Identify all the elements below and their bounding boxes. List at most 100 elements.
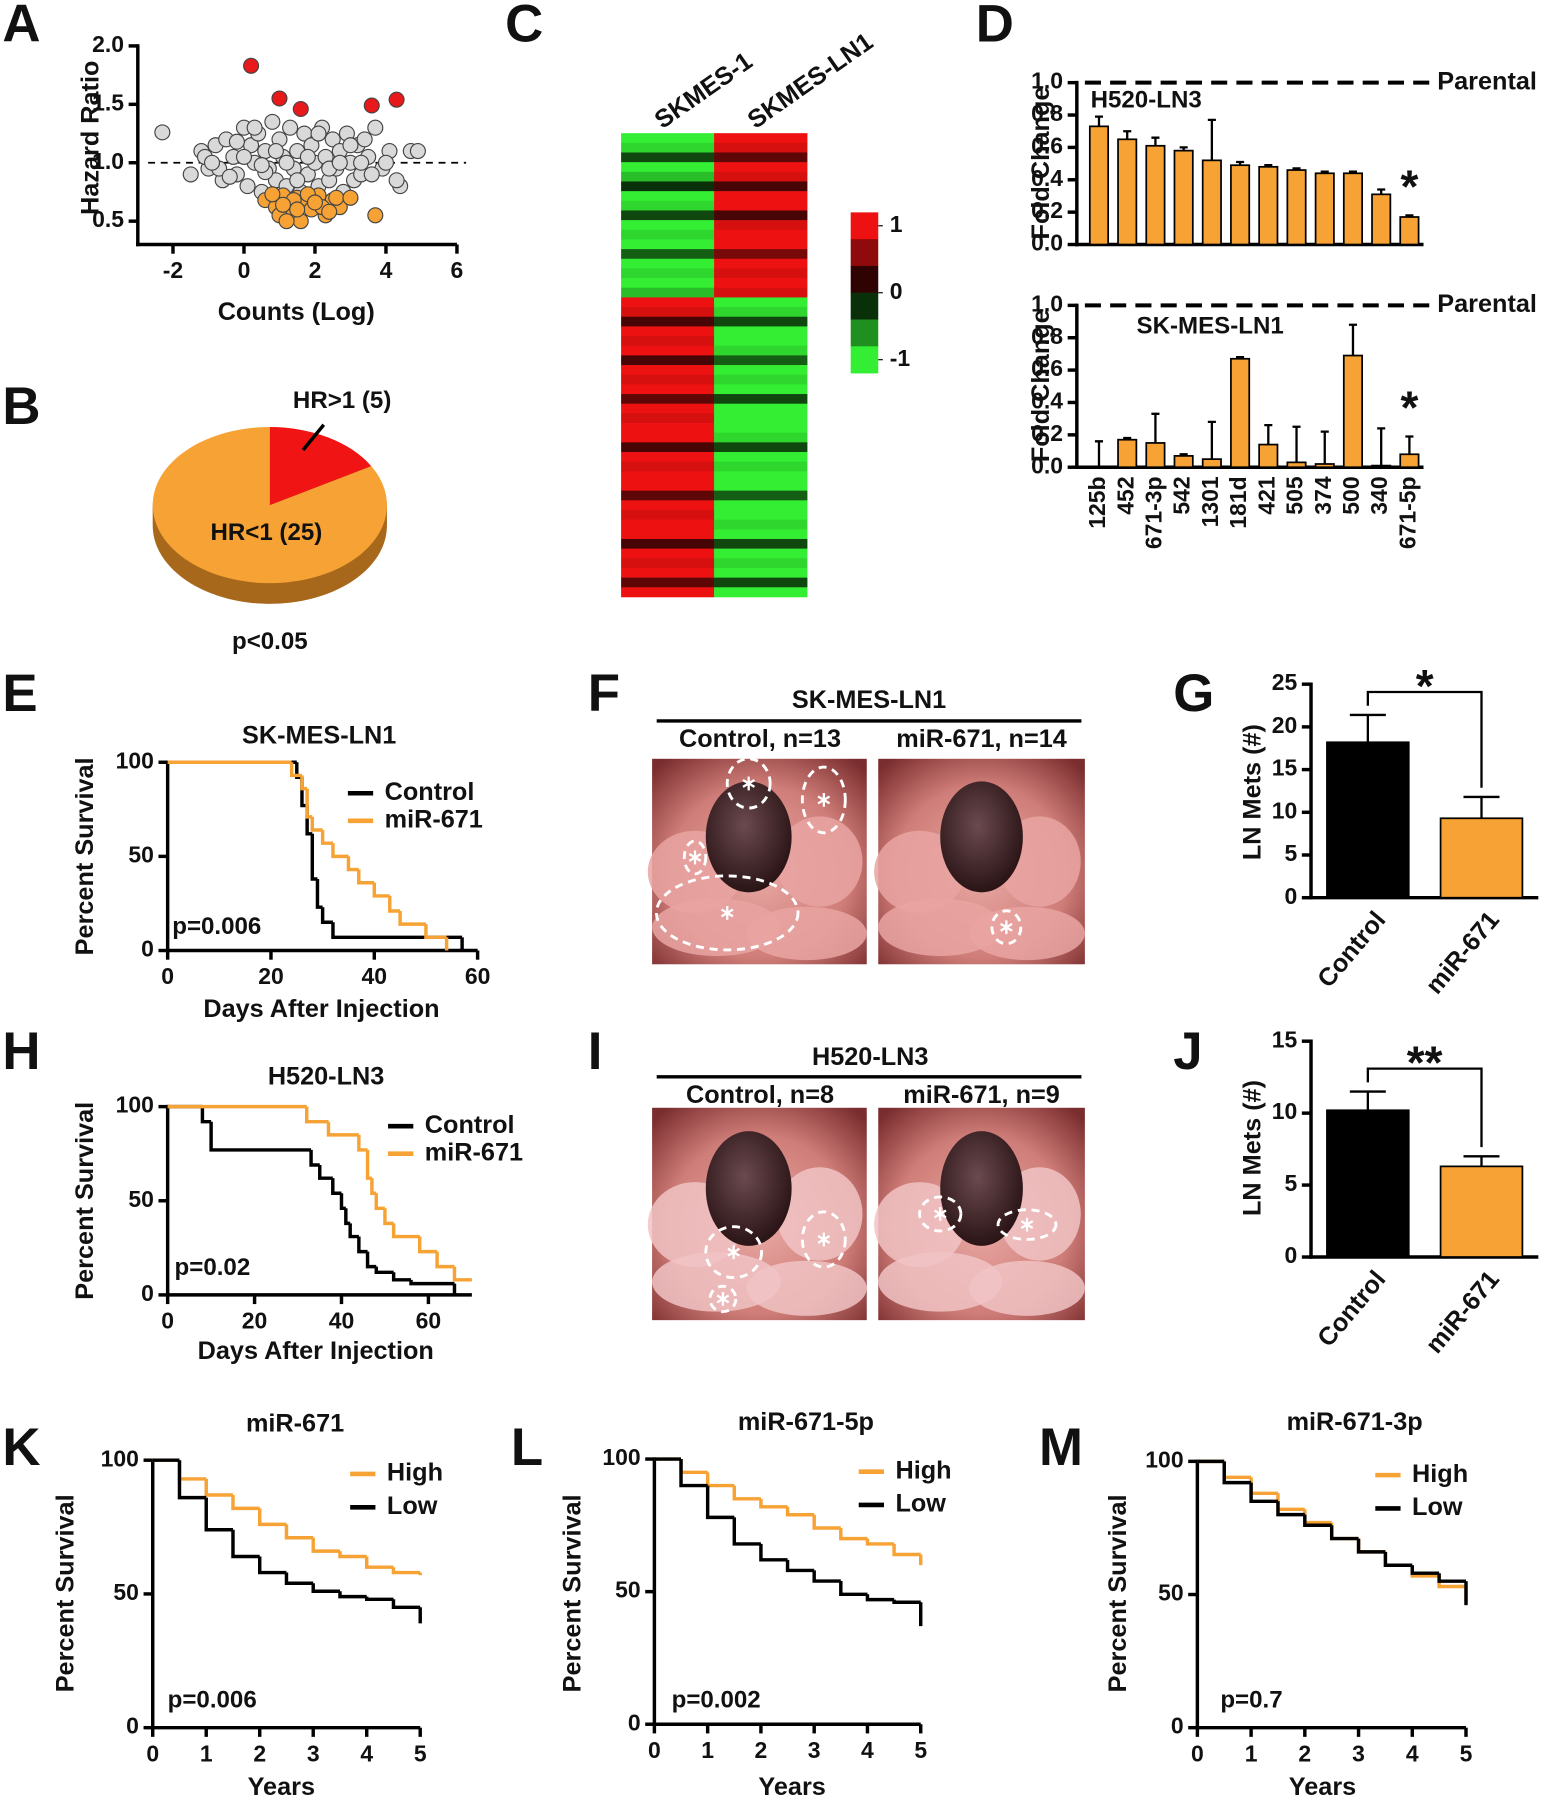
heatmap-cell [621, 220, 715, 231]
error-bar [1151, 412, 1160, 443]
annotation: p=0.7 [1220, 1687, 1282, 1714]
x-tick-label: 3 [307, 1740, 320, 1766]
survival-step [812, 1570, 841, 1583]
x-tick-label: miR-671 [1420, 1266, 1505, 1359]
scatter-point [377, 154, 394, 171]
colorbar-label: 0 [890, 278, 903, 304]
reference-label: Parental [1437, 67, 1537, 95]
scatter-point [278, 213, 295, 230]
heatmap-cell [621, 336, 715, 347]
lung-lobe [878, 898, 1003, 957]
survival-step [1249, 1482, 1278, 1504]
heatmap-cell [621, 162, 715, 173]
y-axis-label: LN Mets (#) [1238, 724, 1266, 860]
panel-letter: H [2, 1022, 40, 1081]
heatmap-cell [621, 490, 715, 501]
scatter-point [289, 201, 306, 218]
heatmap-cell [714, 355, 808, 366]
scatter-point [342, 189, 359, 206]
heatmap-cell [714, 297, 808, 308]
scatter-point [388, 91, 405, 108]
y-tick-label: 0 [628, 1709, 641, 1735]
y-tick-label: 100 [116, 747, 154, 773]
photo [874, 758, 1085, 965]
heatmap-cell [714, 423, 808, 434]
annotation: p=0.006 [172, 913, 261, 940]
survival-step [1356, 1538, 1386, 1554]
heatmap-cell [714, 374, 808, 385]
survival-step [318, 1164, 333, 1180]
bar [1201, 458, 1222, 469]
y-tick-label: 0.2 [1031, 197, 1063, 223]
survival-step [310, 833, 318, 881]
survival-step [331, 922, 463, 940]
heatmap-cell [714, 171, 808, 182]
survival-step [177, 1460, 207, 1500]
survival-step [1222, 1461, 1252, 1480]
y-tick-label: 50 [1158, 1580, 1184, 1606]
heatmap-cell [621, 432, 715, 443]
heatmap-cell [714, 365, 808, 376]
lung-lobe [878, 1252, 1003, 1312]
lung-lobe [652, 1252, 781, 1312]
annotation: p=0.02 [175, 1254, 251, 1281]
heatmap-cell [621, 307, 715, 318]
survival-step [1383, 1551, 1413, 1567]
survival-step [452, 1266, 472, 1282]
bar [1342, 172, 1364, 246]
x-tick-label: 671-3p [1140, 476, 1166, 549]
survival-step [284, 1572, 314, 1585]
metastasis-outline [990, 909, 1023, 946]
heatmap-cell [621, 297, 715, 308]
heatmap-cell [714, 316, 808, 327]
survival-step [357, 1236, 368, 1254]
error-bar [1179, 146, 1188, 151]
heatmap-cell [621, 200, 715, 211]
column-label: SKMES-LN1 [743, 28, 879, 135]
subtitle: SK-MES-LN1 [1137, 313, 1284, 340]
x-tick-label: 2 [253, 1740, 266, 1766]
bar [1371, 193, 1392, 246]
x-tick-label: 0 [648, 1737, 661, 1763]
scatter-point [363, 166, 380, 183]
survival-step [331, 1178, 342, 1195]
heatmap-cell [621, 287, 715, 298]
error-bar [1207, 420, 1216, 460]
bar [1230, 164, 1251, 246]
panel-letter: K [2, 1418, 40, 1477]
survival-step [344, 1208, 351, 1226]
survival-step [357, 1134, 368, 1152]
metastasis-star [688, 850, 702, 865]
error-bar [1349, 1090, 1386, 1111]
heatmap-cell [714, 239, 808, 250]
bar [1230, 357, 1251, 469]
heart [705, 1131, 792, 1246]
x-tick-label: 340 [1366, 476, 1392, 514]
survival-step [865, 1538, 895, 1546]
y-axis-label: Fold Change [1027, 87, 1055, 240]
x-tick-label: 505 [1282, 476, 1308, 515]
colorbar-label: -1 [890, 345, 911, 371]
panel-letter: C [505, 0, 543, 54]
bar [1173, 455, 1194, 469]
survival-step [320, 830, 333, 845]
metastasis-star [716, 1292, 730, 1306]
photo [874, 1107, 1085, 1321]
error-bar [1348, 170, 1358, 174]
survival-step [309, 1149, 320, 1167]
error-bar [1094, 440, 1104, 468]
survival-step [365, 1251, 377, 1269]
heatmap-cell [714, 278, 808, 289]
error-bar [1264, 164, 1273, 167]
x-tick-label: -2 [163, 257, 183, 283]
survival-step [209, 1121, 312, 1152]
survival-step [839, 1528, 868, 1541]
x-tick-label: 40 [362, 963, 388, 989]
heatmap-cell [621, 577, 715, 588]
y-tick-label: 0 [141, 1280, 154, 1306]
error-bar [1264, 423, 1273, 445]
legend-label: Low [895, 1490, 946, 1518]
x-axis-label: Days After Injection [198, 1337, 434, 1365]
survival-step [785, 1559, 815, 1573]
